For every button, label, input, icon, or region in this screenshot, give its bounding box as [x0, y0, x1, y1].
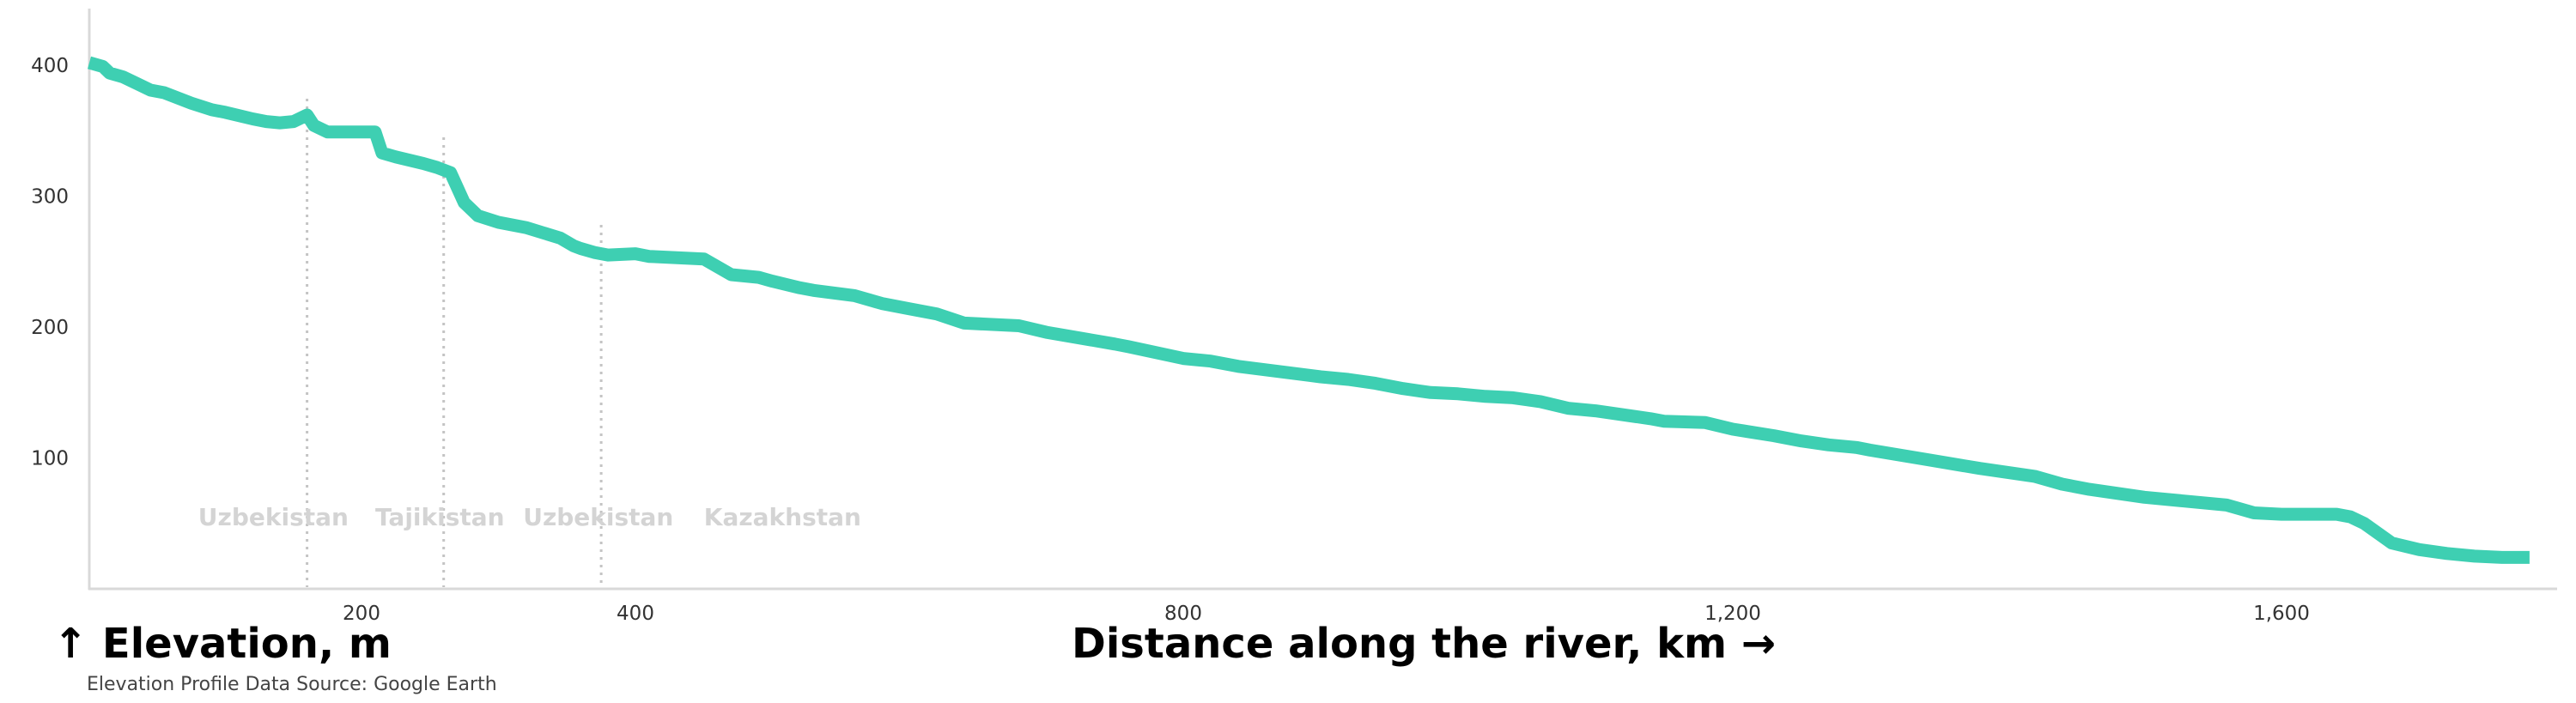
x-axis-label: Distance along the river, km → [1072, 620, 1776, 668]
y-tick-label: 200 [31, 317, 69, 339]
y-tick-label: 400 [31, 55, 69, 77]
country-label: Kazakhstan [704, 503, 861, 531]
y-tick-label: 100 [31, 448, 69, 470]
y-axis-label: ↑ Elevation, m [53, 620, 392, 668]
elevation-line [87, 56, 2530, 564]
y-tick-labels: 100 200 300 400 [31, 55, 69, 470]
country-label: Uzbekistan [523, 503, 673, 531]
x-tick-label: 1,200 [1704, 603, 1761, 625]
x-tick-label: 800 [1164, 603, 1202, 625]
country-label: Tajikistan [375, 503, 505, 531]
country-label: Uzbekistan [198, 503, 349, 531]
country-labels: Uzbekistan Tajikistan Uzbekistan Kazakhstan [198, 503, 861, 531]
y-tick-label: 300 [31, 186, 69, 209]
axes [88, 9, 2557, 591]
data-source-note: Elevation Profile Data Source: Google Ea… [87, 674, 497, 695]
x-tick-label: 200 [343, 603, 380, 625]
x-tick-label: 1,600 [2253, 603, 2310, 625]
border-lines [306, 99, 603, 587]
series-layer [87, 56, 2530, 564]
x-tick-labels: 200 400 800 1,200 1,600 [343, 603, 2310, 625]
x-tick-label: 400 [617, 603, 654, 625]
